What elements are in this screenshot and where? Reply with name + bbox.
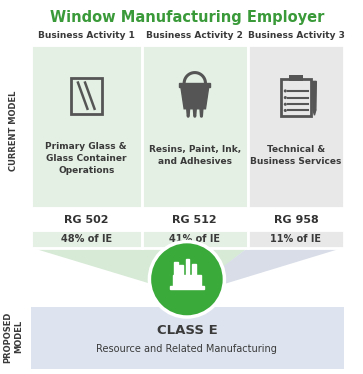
Text: Business Activity 3: Business Activity 3 bbox=[248, 31, 344, 40]
Text: Primary Glass &
Glass Container
Operations: Primary Glass & Glass Container Operatio… bbox=[45, 142, 127, 175]
Polygon shape bbox=[313, 82, 316, 110]
Text: Window Manufacturing Employer: Window Manufacturing Employer bbox=[50, 10, 324, 25]
Circle shape bbox=[284, 96, 287, 99]
Text: CURRENT MODEL: CURRENT MODEL bbox=[9, 90, 18, 171]
FancyBboxPatch shape bbox=[142, 45, 248, 208]
Text: Resource and Related Manufacturing: Resource and Related Manufacturing bbox=[97, 344, 277, 354]
Text: PROPOSED
MODEL: PROPOSED MODEL bbox=[4, 311, 23, 362]
FancyBboxPatch shape bbox=[248, 230, 344, 248]
Circle shape bbox=[187, 114, 190, 118]
Text: RG 502: RG 502 bbox=[64, 215, 109, 225]
Bar bbox=[31, 208, 344, 230]
Circle shape bbox=[193, 114, 196, 118]
FancyBboxPatch shape bbox=[31, 307, 344, 369]
Polygon shape bbox=[179, 266, 183, 276]
Polygon shape bbox=[200, 109, 203, 115]
Polygon shape bbox=[170, 286, 204, 289]
Text: Business Activity 1: Business Activity 1 bbox=[38, 31, 135, 40]
FancyBboxPatch shape bbox=[142, 230, 248, 248]
Polygon shape bbox=[193, 109, 196, 115]
Polygon shape bbox=[181, 85, 209, 109]
Text: Resins, Paint, Ink,
and Adhesives: Resins, Paint, Ink, and Adhesives bbox=[149, 145, 241, 166]
Circle shape bbox=[200, 114, 203, 118]
Bar bbox=[289, 76, 303, 81]
FancyBboxPatch shape bbox=[31, 45, 142, 208]
FancyBboxPatch shape bbox=[248, 45, 344, 208]
Polygon shape bbox=[31, 248, 248, 294]
Text: 11% of IE: 11% of IE bbox=[270, 234, 322, 243]
FancyBboxPatch shape bbox=[31, 230, 142, 248]
Polygon shape bbox=[186, 260, 189, 276]
Circle shape bbox=[150, 242, 224, 317]
Polygon shape bbox=[179, 83, 210, 87]
Polygon shape bbox=[173, 276, 201, 286]
Circle shape bbox=[284, 103, 287, 106]
Polygon shape bbox=[313, 110, 316, 115]
Polygon shape bbox=[187, 248, 344, 294]
Text: RG 512: RG 512 bbox=[172, 215, 217, 225]
Text: 48% of IE: 48% of IE bbox=[61, 234, 112, 243]
Text: Business Activity 2: Business Activity 2 bbox=[146, 31, 243, 40]
Bar bbox=[71, 78, 102, 114]
Circle shape bbox=[284, 89, 287, 92]
Text: RG 958: RG 958 bbox=[274, 215, 318, 225]
Polygon shape bbox=[187, 109, 189, 115]
Text: CLASS E: CLASS E bbox=[156, 324, 217, 337]
Polygon shape bbox=[192, 264, 196, 276]
Text: 41% of IE: 41% of IE bbox=[169, 234, 220, 243]
Polygon shape bbox=[174, 262, 178, 276]
Circle shape bbox=[284, 109, 287, 112]
Bar bbox=[281, 79, 311, 116]
Text: Technical &
Business Services: Technical & Business Services bbox=[250, 145, 342, 166]
